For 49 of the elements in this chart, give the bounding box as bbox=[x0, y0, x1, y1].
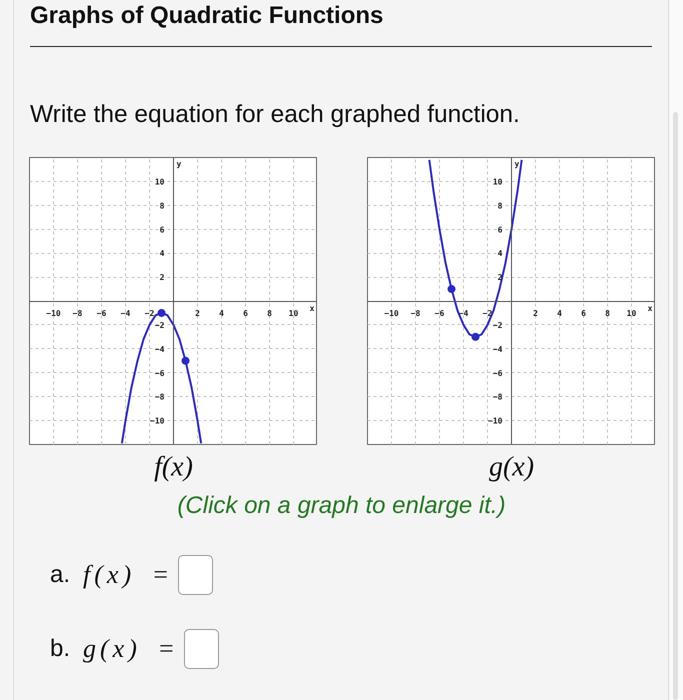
y-tick-label: −6 bbox=[492, 368, 503, 378]
y-axis-title: y bbox=[514, 160, 520, 168]
x-tick-label: 8 bbox=[267, 309, 272, 318]
y-tick-label: −6 bbox=[154, 368, 165, 378]
x-tick-label: −6 bbox=[96, 309, 106, 318]
y-tick-label: 4 bbox=[498, 249, 503, 258]
x-tick-label: −8 bbox=[410, 309, 420, 318]
text: g(x) bbox=[488, 452, 534, 482]
y-tick-label: −4 bbox=[492, 344, 503, 354]
y-axis-title: y bbox=[176, 160, 182, 168]
x-tick-label: −10 bbox=[46, 309, 61, 318]
text: f(x) bbox=[154, 452, 193, 482]
x-tick-label: 6 bbox=[243, 309, 248, 318]
y-tick-label: 4 bbox=[160, 249, 165, 258]
text: Graphs of Quadratic Functions bbox=[29, 1, 384, 30]
text: (Click on a graph to enlarge it.) bbox=[176, 491, 507, 519]
text: b. g(x) = bbox=[50, 633, 179, 666]
x-tick-label: 4 bbox=[557, 309, 562, 318]
x-axis-title: x bbox=[648, 304, 653, 313]
y-tick-label: 10 bbox=[154, 177, 165, 186]
y-tick-label: 8 bbox=[160, 201, 165, 210]
x-tick-label: −2 bbox=[144, 309, 154, 318]
x-tick-label: −2 bbox=[482, 309, 492, 318]
text: a. f(x) = bbox=[50, 559, 174, 592]
x-tick-label: 10 bbox=[626, 309, 636, 318]
y-tick-label: −10 bbox=[488, 416, 503, 426]
x-tick-label: −4 bbox=[120, 309, 130, 318]
x-axis-title: x bbox=[310, 304, 315, 313]
y-tick-label: −10 bbox=[150, 416, 165, 426]
y-tick-label: −8 bbox=[492, 392, 503, 402]
x-tick-label: 10 bbox=[288, 309, 298, 318]
x-tick-label: −6 bbox=[434, 309, 444, 318]
x-tick-label: −10 bbox=[384, 309, 399, 318]
x-tick-label: 6 bbox=[581, 309, 586, 318]
y-tick-label: −8 bbox=[154, 392, 165, 402]
text: Write the equation for each graphed function. bbox=[29, 100, 521, 129]
y-tick-label: −2 bbox=[154, 320, 165, 330]
y-tick-label: 8 bbox=[498, 201, 503, 210]
y-tick-label: 10 bbox=[492, 177, 503, 186]
y-tick-label: 6 bbox=[498, 225, 503, 234]
x-tick-label: 4 bbox=[219, 309, 224, 318]
y-tick-label: 2 bbox=[160, 273, 165, 282]
y-tick-label: −2 bbox=[492, 320, 503, 330]
x-tick-label: 8 bbox=[605, 309, 610, 318]
x-tick-label: −8 bbox=[72, 309, 82, 318]
y-tick-label: −4 bbox=[154, 344, 165, 354]
y-tick-label: 6 bbox=[160, 225, 165, 234]
x-tick-label: 2 bbox=[533, 309, 538, 318]
x-tick-label: 2 bbox=[195, 309, 200, 318]
